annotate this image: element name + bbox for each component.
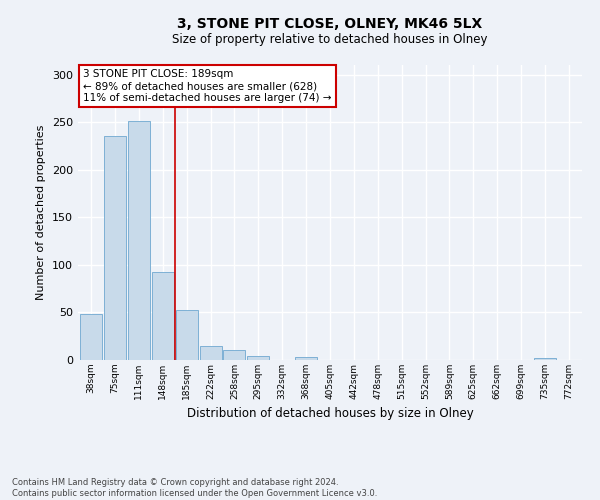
Bar	[80, 314, 102, 360]
Bar	[223, 350, 245, 360]
Bar	[104, 136, 126, 360]
Text: 3, STONE PIT CLOSE, OLNEY, MK46 5LX: 3, STONE PIT CLOSE, OLNEY, MK46 5LX	[178, 18, 482, 32]
X-axis label: Distribution of detached houses by size in Olney: Distribution of detached houses by size …	[187, 408, 473, 420]
Bar	[534, 358, 556, 360]
Y-axis label: Number of detached properties: Number of detached properties	[37, 125, 46, 300]
Text: Contains HM Land Registry data © Crown copyright and database right 2024.
Contai: Contains HM Land Registry data © Crown c…	[12, 478, 377, 498]
Text: 3 STONE PIT CLOSE: 189sqm
← 89% of detached houses are smaller (628)
11% of semi: 3 STONE PIT CLOSE: 189sqm ← 89% of detac…	[83, 70, 332, 102]
Bar	[176, 310, 197, 360]
Bar	[200, 346, 221, 360]
Bar	[295, 357, 317, 360]
Text: Size of property relative to detached houses in Olney: Size of property relative to detached ho…	[172, 32, 488, 46]
Bar	[247, 356, 269, 360]
Bar	[128, 121, 150, 360]
Bar	[152, 272, 174, 360]
